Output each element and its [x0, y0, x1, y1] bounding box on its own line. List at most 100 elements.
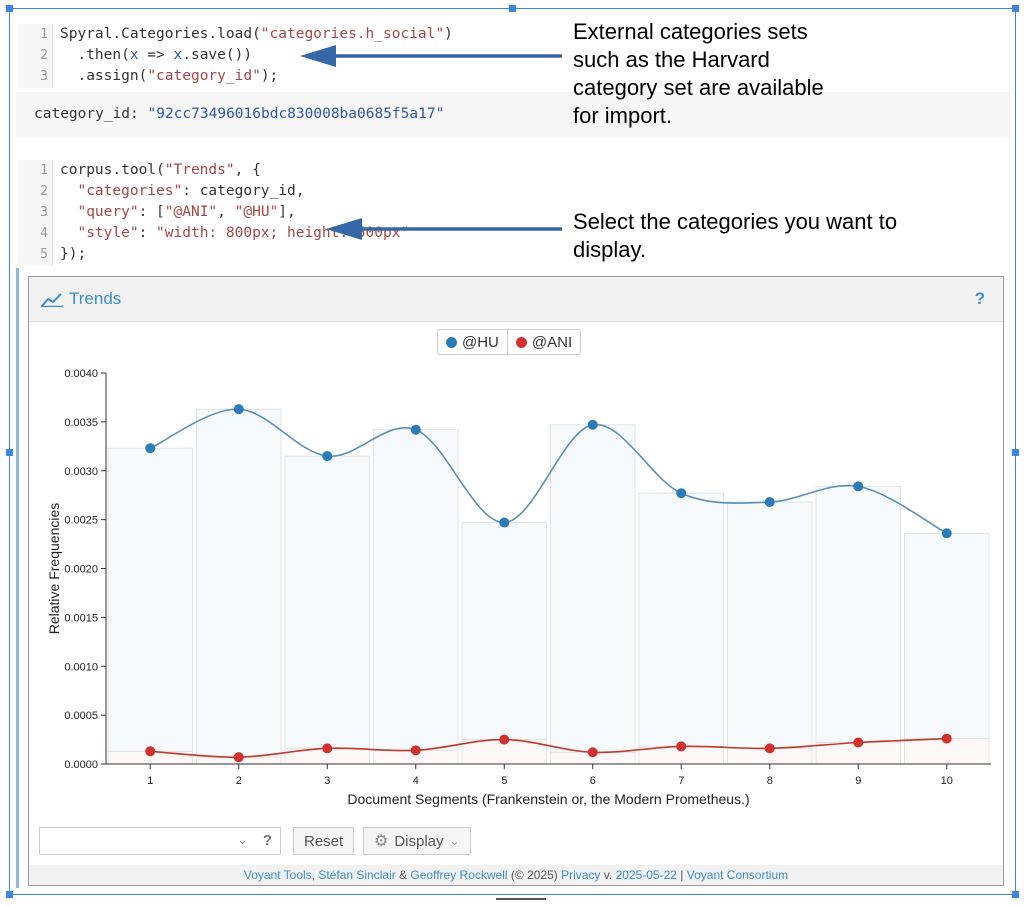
footer-link-rockwell[interactable]: Geoffrey Rockwell [410, 868, 508, 882]
y-tick-label: 0.0010 [64, 661, 98, 673]
annotation-line: for import. [573, 103, 673, 128]
legend-item-hu[interactable]: @HU [438, 330, 507, 354]
y-tick-label: 0.0035 [64, 417, 98, 429]
code-token: .save()) [182, 47, 253, 63]
resize-handle-top[interactable] [509, 5, 516, 12]
point-ani-8 [764, 743, 775, 754]
point-ani-10 [941, 733, 952, 744]
string-token: "category_id" [147, 68, 261, 84]
series-line-hu [149, 408, 948, 535]
y-tick-label: 0.0020 [64, 564, 98, 576]
line-gutter [18, 160, 53, 266]
code-line: corpus.tool("Trends", { [60, 162, 261, 178]
code-line: .assign("category_id"); [60, 68, 278, 84]
string-token: "Trends" [164, 162, 235, 178]
code-line: Spyral.Categories.load("categories.h_soc… [60, 26, 453, 42]
code-line: "categories": category_id, [60, 183, 304, 199]
code-token: ); [260, 68, 279, 84]
bar-hu-3 [284, 455, 370, 765]
footer-link-consortium[interactable]: Voyant Consortium [686, 868, 789, 882]
display-button[interactable]: ⚙ Display ⌄ [363, 827, 471, 855]
annotation-line: display. [573, 237, 646, 262]
footer-text: & [395, 868, 411, 882]
y-tick-label: 0.0015 [64, 612, 98, 624]
legend-marker-ani [515, 336, 527, 348]
panel-header: Trends ? [29, 277, 1003, 322]
footer-link-sinclair[interactable]: Stéfan Sinclair [318, 868, 396, 882]
bar-hu-10 [904, 532, 990, 765]
reset-button[interactable]: Reset [293, 827, 355, 855]
output-value: "92cc73496016bdc830008ba0685f5a17" [147, 106, 445, 122]
reset-button-label: Reset [304, 832, 344, 850]
string-token: "@ANI" [164, 204, 218, 220]
string-token: "width: 800px; height: 500px" [156, 225, 410, 241]
point-hu-5 [499, 517, 510, 528]
line-number: 5 [40, 247, 48, 262]
chevron-down-icon[interactable]: ⌄ [237, 832, 248, 847]
legend-item-ani[interactable]: @ANI [506, 330, 580, 354]
bar-hu-2 [196, 408, 282, 765]
point-hu-4 [410, 424, 421, 435]
resize-handle-top-left[interactable] [6, 5, 13, 12]
line-gutter [18, 24, 53, 88]
point-ani-6 [587, 747, 598, 758]
code-token: : category_id, [182, 183, 305, 199]
panel-toolbar: ⌄ ? Reset ⚙ Display ⌄ [29, 825, 1003, 865]
line-number: 3 [40, 69, 48, 84]
resize-handle-bottom-left[interactable] [6, 891, 13, 898]
line-number: 3 [40, 205, 48, 220]
code-token: .assign( [60, 68, 148, 84]
point-hu-3 [322, 451, 333, 462]
footer-text: | [676, 868, 687, 882]
resize-handle-top-right[interactable] [1012, 5, 1019, 12]
bar-hu-9 [815, 485, 901, 765]
code-cell-1[interactable]: 1 Spyral.Categories.load("categories.h_so… [18, 24, 558, 88]
footer-link-version[interactable]: 2025-05-22 [615, 868, 677, 882]
string-token: "query" [77, 204, 139, 220]
term-combo-box[interactable]: ⌄ ? [39, 827, 281, 855]
point-ani-7 [676, 741, 687, 752]
string-token: "@HU" [234, 204, 279, 220]
trends-panel: Trends ? 0.0000 0.0005 0.0010 0.0015 0.0020 0… [28, 276, 1004, 886]
legend-label-ani: @ANI [531, 333, 573, 351]
point-hu-10 [941, 528, 952, 539]
point-hu-1 [145, 443, 156, 454]
footer-link-privacy[interactable]: Privacy [561, 868, 601, 882]
code-token [60, 183, 77, 199]
annotation-arrow-2 [326, 218, 562, 240]
code-token: ) [444, 26, 453, 42]
y-tick-label: 0.0005 [64, 710, 98, 722]
line-number: 1 [40, 163, 48, 178]
legend-marker-hu [446, 336, 457, 348]
output-cell: category_id: "92cc73496016bdc830008ba068… [16, 92, 1011, 138]
bar-hu-5 [461, 522, 547, 765]
bar-hu-7 [638, 492, 724, 765]
line-number: 4 [40, 226, 48, 241]
point-ani-9 [853, 737, 864, 748]
y-tick-label: 0.0040 [64, 368, 98, 380]
code-line: .then(x => x.save()) [60, 47, 252, 63]
x-tick-label: 8 [767, 775, 773, 787]
point-hu-2 [233, 404, 244, 415]
code-line: "style": "width: 800px; height: 500px" [60, 225, 409, 241]
footer-link-voyant[interactable]: Voyant Tools [243, 868, 312, 882]
code-token [60, 204, 77, 220]
legend-label-hu: @HU [462, 333, 499, 351]
point-ani-1 [145, 746, 156, 757]
combo-help-icon[interactable]: ? [262, 832, 272, 849]
point-ani-5 [499, 734, 510, 745]
x-tick-label: 7 [678, 775, 684, 787]
chevron-down-icon: ⌄ [449, 834, 460, 848]
help-icon[interactable]: ? [974, 289, 985, 308]
line-number: 2 [40, 48, 48, 63]
resize-handle-right[interactable] [1012, 449, 1019, 456]
code-token: : [138, 225, 157, 241]
panel-title: Trends [69, 289, 122, 308]
point-ani-4 [410, 745, 421, 756]
point-ani-2 [233, 752, 244, 763]
resize-handle-bottom-right[interactable] [1012, 891, 1019, 898]
code-line: "query": ["@ANI", "@HU"], [60, 204, 295, 220]
code-cell-2[interactable]: 1 corpus.tool("Trends", {2 "categories": … [18, 160, 558, 266]
resize-handle-left[interactable] [6, 449, 13, 456]
x-tick-label: 2 [236, 775, 242, 787]
